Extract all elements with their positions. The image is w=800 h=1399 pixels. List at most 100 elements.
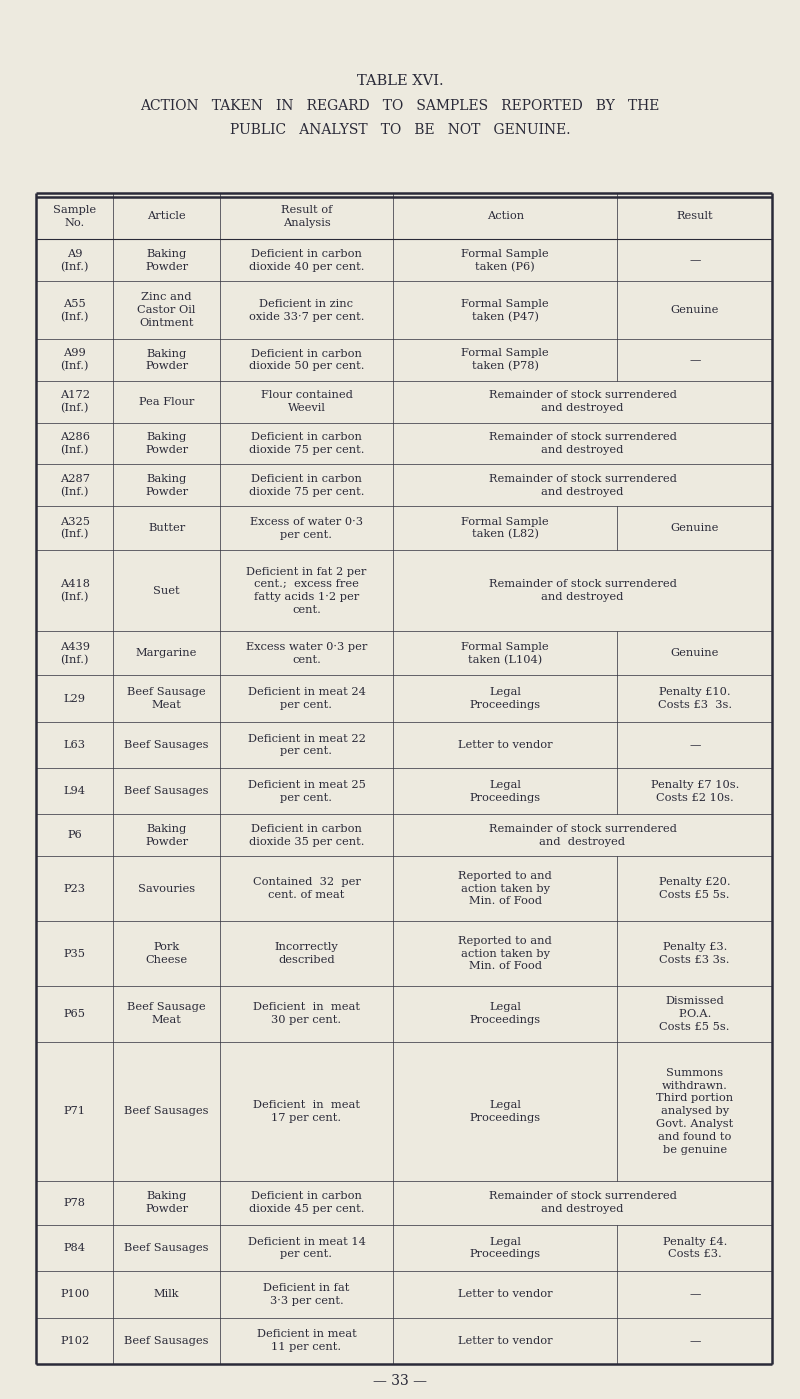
Text: Penalty £4.
Costs £3.: Penalty £4. Costs £3. xyxy=(662,1237,727,1259)
Text: P6: P6 xyxy=(67,831,82,841)
Text: Milk: Milk xyxy=(154,1290,179,1300)
Text: Deficient in carbon
dioxide 75 per cent.: Deficient in carbon dioxide 75 per cent. xyxy=(249,432,364,455)
Text: Genuine: Genuine xyxy=(670,523,719,533)
Text: —: — xyxy=(689,1336,701,1346)
Text: TABLE XVI.: TABLE XVI. xyxy=(357,74,443,88)
Text: Baking
Powder: Baking Powder xyxy=(145,432,188,455)
Text: A9
(Inf.): A9 (Inf.) xyxy=(60,249,89,271)
Text: Remainder of stock surrendered
and destroyed: Remainder of stock surrendered and destr… xyxy=(489,432,677,455)
Text: —: — xyxy=(689,355,701,365)
Text: Letter to vendor: Letter to vendor xyxy=(458,1336,553,1346)
Text: Deficient in carbon
dioxide 45 per cent.: Deficient in carbon dioxide 45 per cent. xyxy=(249,1192,364,1214)
Text: Contained  32  per
cent. of meat: Contained 32 per cent. of meat xyxy=(253,877,361,900)
Text: A286
(Inf.): A286 (Inf.) xyxy=(60,432,90,455)
Text: Deficient in carbon
dioxide 40 per cent.: Deficient in carbon dioxide 40 per cent. xyxy=(249,249,364,271)
Text: Dismissed
P.O.A.
Costs £5 5s.: Dismissed P.O.A. Costs £5 5s. xyxy=(659,996,730,1031)
Text: A55
(Inf.): A55 (Inf.) xyxy=(60,298,89,322)
Text: Pea Flour: Pea Flour xyxy=(139,397,194,407)
Text: Remainder of stock surrendered
and destroyed: Remainder of stock surrendered and destr… xyxy=(489,1192,677,1214)
Text: Reported to and
action taken by
Min. of Food: Reported to and action taken by Min. of … xyxy=(458,872,552,907)
Text: Deficient in carbon
dioxide 35 per cent.: Deficient in carbon dioxide 35 per cent. xyxy=(249,824,364,846)
Text: Formal Sample
taken (P6): Formal Sample taken (P6) xyxy=(462,249,549,271)
Text: Deficient in meat 22
per cent.: Deficient in meat 22 per cent. xyxy=(247,733,366,757)
Text: P84: P84 xyxy=(64,1244,86,1254)
Text: Savouries: Savouries xyxy=(138,884,195,894)
Text: Formal Sample
taken (P78): Formal Sample taken (P78) xyxy=(462,348,549,372)
Text: Beef Sausages: Beef Sausages xyxy=(124,786,209,796)
Text: Letter to vendor: Letter to vendor xyxy=(458,1290,553,1300)
Text: Reported to and
action taken by
Min. of Food: Reported to and action taken by Min. of … xyxy=(458,936,552,971)
Text: Formal Sample
taken (P47): Formal Sample taken (P47) xyxy=(462,298,549,322)
Text: Deficient  in  meat
17 per cent.: Deficient in meat 17 per cent. xyxy=(253,1100,360,1122)
Text: Zinc and
Castor Oil
Ointment: Zinc and Castor Oil Ointment xyxy=(138,292,196,327)
Text: A99
(Inf.): A99 (Inf.) xyxy=(60,348,89,372)
Text: Beef Sausage
Meat: Beef Sausage Meat xyxy=(127,1003,206,1025)
Text: Beef Sausages: Beef Sausages xyxy=(124,1107,209,1116)
Text: ACTION   TAKEN   IN   REGARD   TO   SAMPLES   REPORTED   BY   THE: ACTION TAKEN IN REGARD TO SAMPLES REPORT… xyxy=(140,99,660,113)
Text: —: — xyxy=(689,1290,701,1300)
Text: Letter to vendor: Letter to vendor xyxy=(458,740,553,750)
Text: Deficient in fat
3·3 per cent.: Deficient in fat 3·3 per cent. xyxy=(263,1283,350,1305)
Text: P100: P100 xyxy=(60,1290,90,1300)
Text: Legal
Proceedings: Legal Proceedings xyxy=(470,1237,541,1259)
Text: Margarine: Margarine xyxy=(136,648,198,659)
Text: Beef Sausages: Beef Sausages xyxy=(124,740,209,750)
Text: Incorrectly
described: Incorrectly described xyxy=(274,942,338,965)
Text: Summons
withdrawn.
Third portion
analysed by
Govt. Analyst
and found to
be genui: Summons withdrawn. Third portion analyse… xyxy=(656,1067,734,1154)
Text: Butter: Butter xyxy=(148,523,186,533)
Text: A172
(Inf.): A172 (Inf.) xyxy=(60,390,90,413)
Text: Result: Result xyxy=(677,211,713,221)
Text: L63: L63 xyxy=(64,740,86,750)
Text: Legal
Proceedings: Legal Proceedings xyxy=(470,687,541,709)
Text: A418
(Inf.): A418 (Inf.) xyxy=(60,579,90,603)
Text: Deficient in fat 2 per
cent.;  excess free
fatty acids 1·2 per
cent.: Deficient in fat 2 per cent.; excess fre… xyxy=(246,567,366,616)
Text: Genuine: Genuine xyxy=(670,648,719,659)
Text: Pork
Cheese: Pork Cheese xyxy=(146,942,188,965)
Text: Formal Sample
taken (L104): Formal Sample taken (L104) xyxy=(462,642,549,665)
Text: Penalty £10.
Costs £3  3s.: Penalty £10. Costs £3 3s. xyxy=(658,687,732,709)
Text: P23: P23 xyxy=(64,884,86,894)
Text: —: — xyxy=(689,740,701,750)
Text: Penalty £3.
Costs £3 3s.: Penalty £3. Costs £3 3s. xyxy=(659,942,730,965)
Text: P71: P71 xyxy=(64,1107,86,1116)
Text: P65: P65 xyxy=(64,1009,86,1018)
Text: Baking
Powder: Baking Powder xyxy=(145,1192,188,1214)
Text: Remainder of stock surrendered
and destroyed: Remainder of stock surrendered and destr… xyxy=(489,579,677,602)
Text: Legal
Proceedings: Legal Proceedings xyxy=(470,1100,541,1122)
Text: PUBLIC   ANALYST   TO   BE   NOT   GENUINE.: PUBLIC ANALYST TO BE NOT GENUINE. xyxy=(230,123,570,137)
Text: Deficient in meat 14
per cent.: Deficient in meat 14 per cent. xyxy=(247,1237,366,1259)
Text: A439
(Inf.): A439 (Inf.) xyxy=(60,642,90,665)
Text: Remainder of stock surrendered
and destroyed: Remainder of stock surrendered and destr… xyxy=(489,390,677,413)
Text: L29: L29 xyxy=(64,694,86,704)
Text: Action: Action xyxy=(486,211,524,221)
Text: Deficient in zinc
oxide 33·7 per cent.: Deficient in zinc oxide 33·7 per cent. xyxy=(249,299,364,322)
Text: Penalty £7 10s.
Costs £2 10s.: Penalty £7 10s. Costs £2 10s. xyxy=(650,779,739,803)
Text: P102: P102 xyxy=(60,1336,90,1346)
Text: Baking
Powder: Baking Powder xyxy=(145,348,188,371)
Text: Remainder of stock surrendered
and destroyed: Remainder of stock surrendered and destr… xyxy=(489,474,677,497)
Text: Deficient in meat
11 per cent.: Deficient in meat 11 per cent. xyxy=(257,1329,356,1353)
Text: Result of
Analysis: Result of Analysis xyxy=(281,204,332,228)
Text: A325
(Inf.): A325 (Inf.) xyxy=(60,516,90,540)
Text: A287
(Inf.): A287 (Inf.) xyxy=(60,474,90,497)
Text: Beef Sausage
Meat: Beef Sausage Meat xyxy=(127,687,206,709)
Text: Deficient in meat 25
per cent.: Deficient in meat 25 per cent. xyxy=(247,779,366,803)
Text: Excess of water 0·3
per cent.: Excess of water 0·3 per cent. xyxy=(250,516,363,540)
Text: — 33 —: — 33 — xyxy=(373,1374,427,1388)
Text: Genuine: Genuine xyxy=(670,305,719,315)
Text: Deficient in carbon
dioxide 75 per cent.: Deficient in carbon dioxide 75 per cent. xyxy=(249,474,364,497)
Text: Deficient  in  meat
30 per cent.: Deficient in meat 30 per cent. xyxy=(253,1003,360,1025)
Text: —: — xyxy=(689,255,701,266)
Text: Beef Sausages: Beef Sausages xyxy=(124,1336,209,1346)
Text: Flour contained
Weevil: Flour contained Weevil xyxy=(261,390,353,413)
Text: Baking
Powder: Baking Powder xyxy=(145,824,188,846)
Text: Baking
Powder: Baking Powder xyxy=(145,249,188,271)
Text: L94: L94 xyxy=(64,786,86,796)
Text: Remainder of stock surrendered
and  destroyed: Remainder of stock surrendered and destr… xyxy=(489,824,677,846)
Text: Legal
Proceedings: Legal Proceedings xyxy=(470,779,541,803)
Text: Article: Article xyxy=(147,211,186,221)
Text: Formal Sample
taken (L82): Formal Sample taken (L82) xyxy=(462,516,549,540)
Text: Beef Sausages: Beef Sausages xyxy=(124,1244,209,1254)
Text: Deficient in carbon
dioxide 50 per cent.: Deficient in carbon dioxide 50 per cent. xyxy=(249,348,364,371)
Text: P78: P78 xyxy=(64,1198,86,1207)
